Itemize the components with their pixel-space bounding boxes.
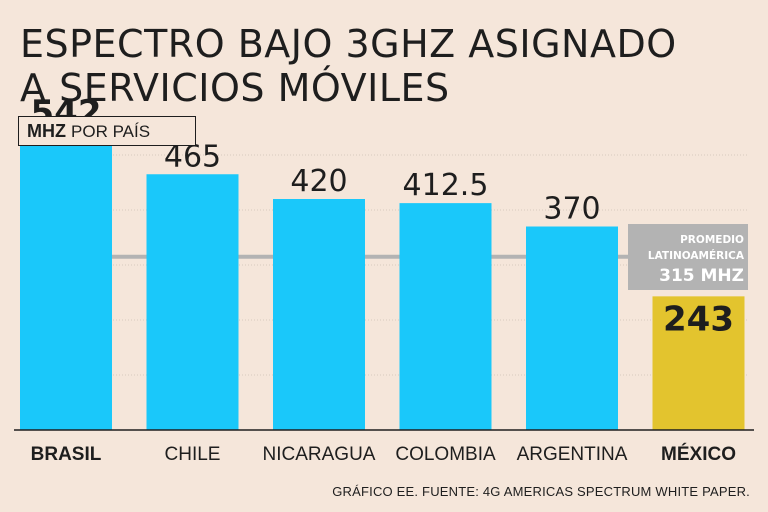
- chart-title: ESPECTRO BAJO 3GHZ ASIGNADO A SERVICIOS …: [20, 22, 677, 110]
- value-label-mexico: 243: [663, 299, 734, 339]
- bar-argentina: [526, 226, 618, 430]
- category-label-brasil: BRASIL: [31, 444, 102, 465]
- bar-chile: [146, 174, 239, 430]
- value-label-nicaragua: 420: [290, 164, 347, 199]
- chart-title-line-1: ESPECTRO BAJO 3GHZ ASIGNADO: [20, 22, 677, 66]
- category-label-mexico: MÉXICO: [661, 443, 736, 465]
- value-label-colombia: 412.5: [403, 168, 489, 203]
- average-label-box: [628, 224, 748, 290]
- bar-colombia: [399, 203, 492, 430]
- source-footnote: GRÁFICO EE. FUENTE: 4G AMERICAS SPECTRUM…: [332, 484, 750, 499]
- bar-brasil: [20, 131, 112, 430]
- average-label-line-1: PROMEDIO: [680, 234, 744, 246]
- unit-label-bold: MHZ: [27, 121, 66, 141]
- bar-nicaragua: [273, 199, 365, 430]
- unit-label-rest: POR PAÍS: [71, 122, 151, 141]
- chart-title-line-2: A SERVICIOS MÓVILES: [20, 66, 450, 110]
- value-label-argentina: 370: [543, 192, 600, 227]
- unit-label-box: MHZ POR PAÍS: [18, 116, 196, 146]
- category-label-chile: CHILE: [165, 444, 221, 465]
- bar-mexico: [652, 296, 745, 430]
- average-label-line-3: 315 MHZ: [659, 266, 744, 286]
- category-label-colombia: COLOMBIA: [395, 444, 496, 465]
- category-label-argentina: ARGENTINA: [517, 444, 628, 465]
- category-label-nicaragua: NICARAGUA: [263, 444, 376, 465]
- average-label-line-2: LATINOAMÉRICA: [648, 249, 745, 262]
